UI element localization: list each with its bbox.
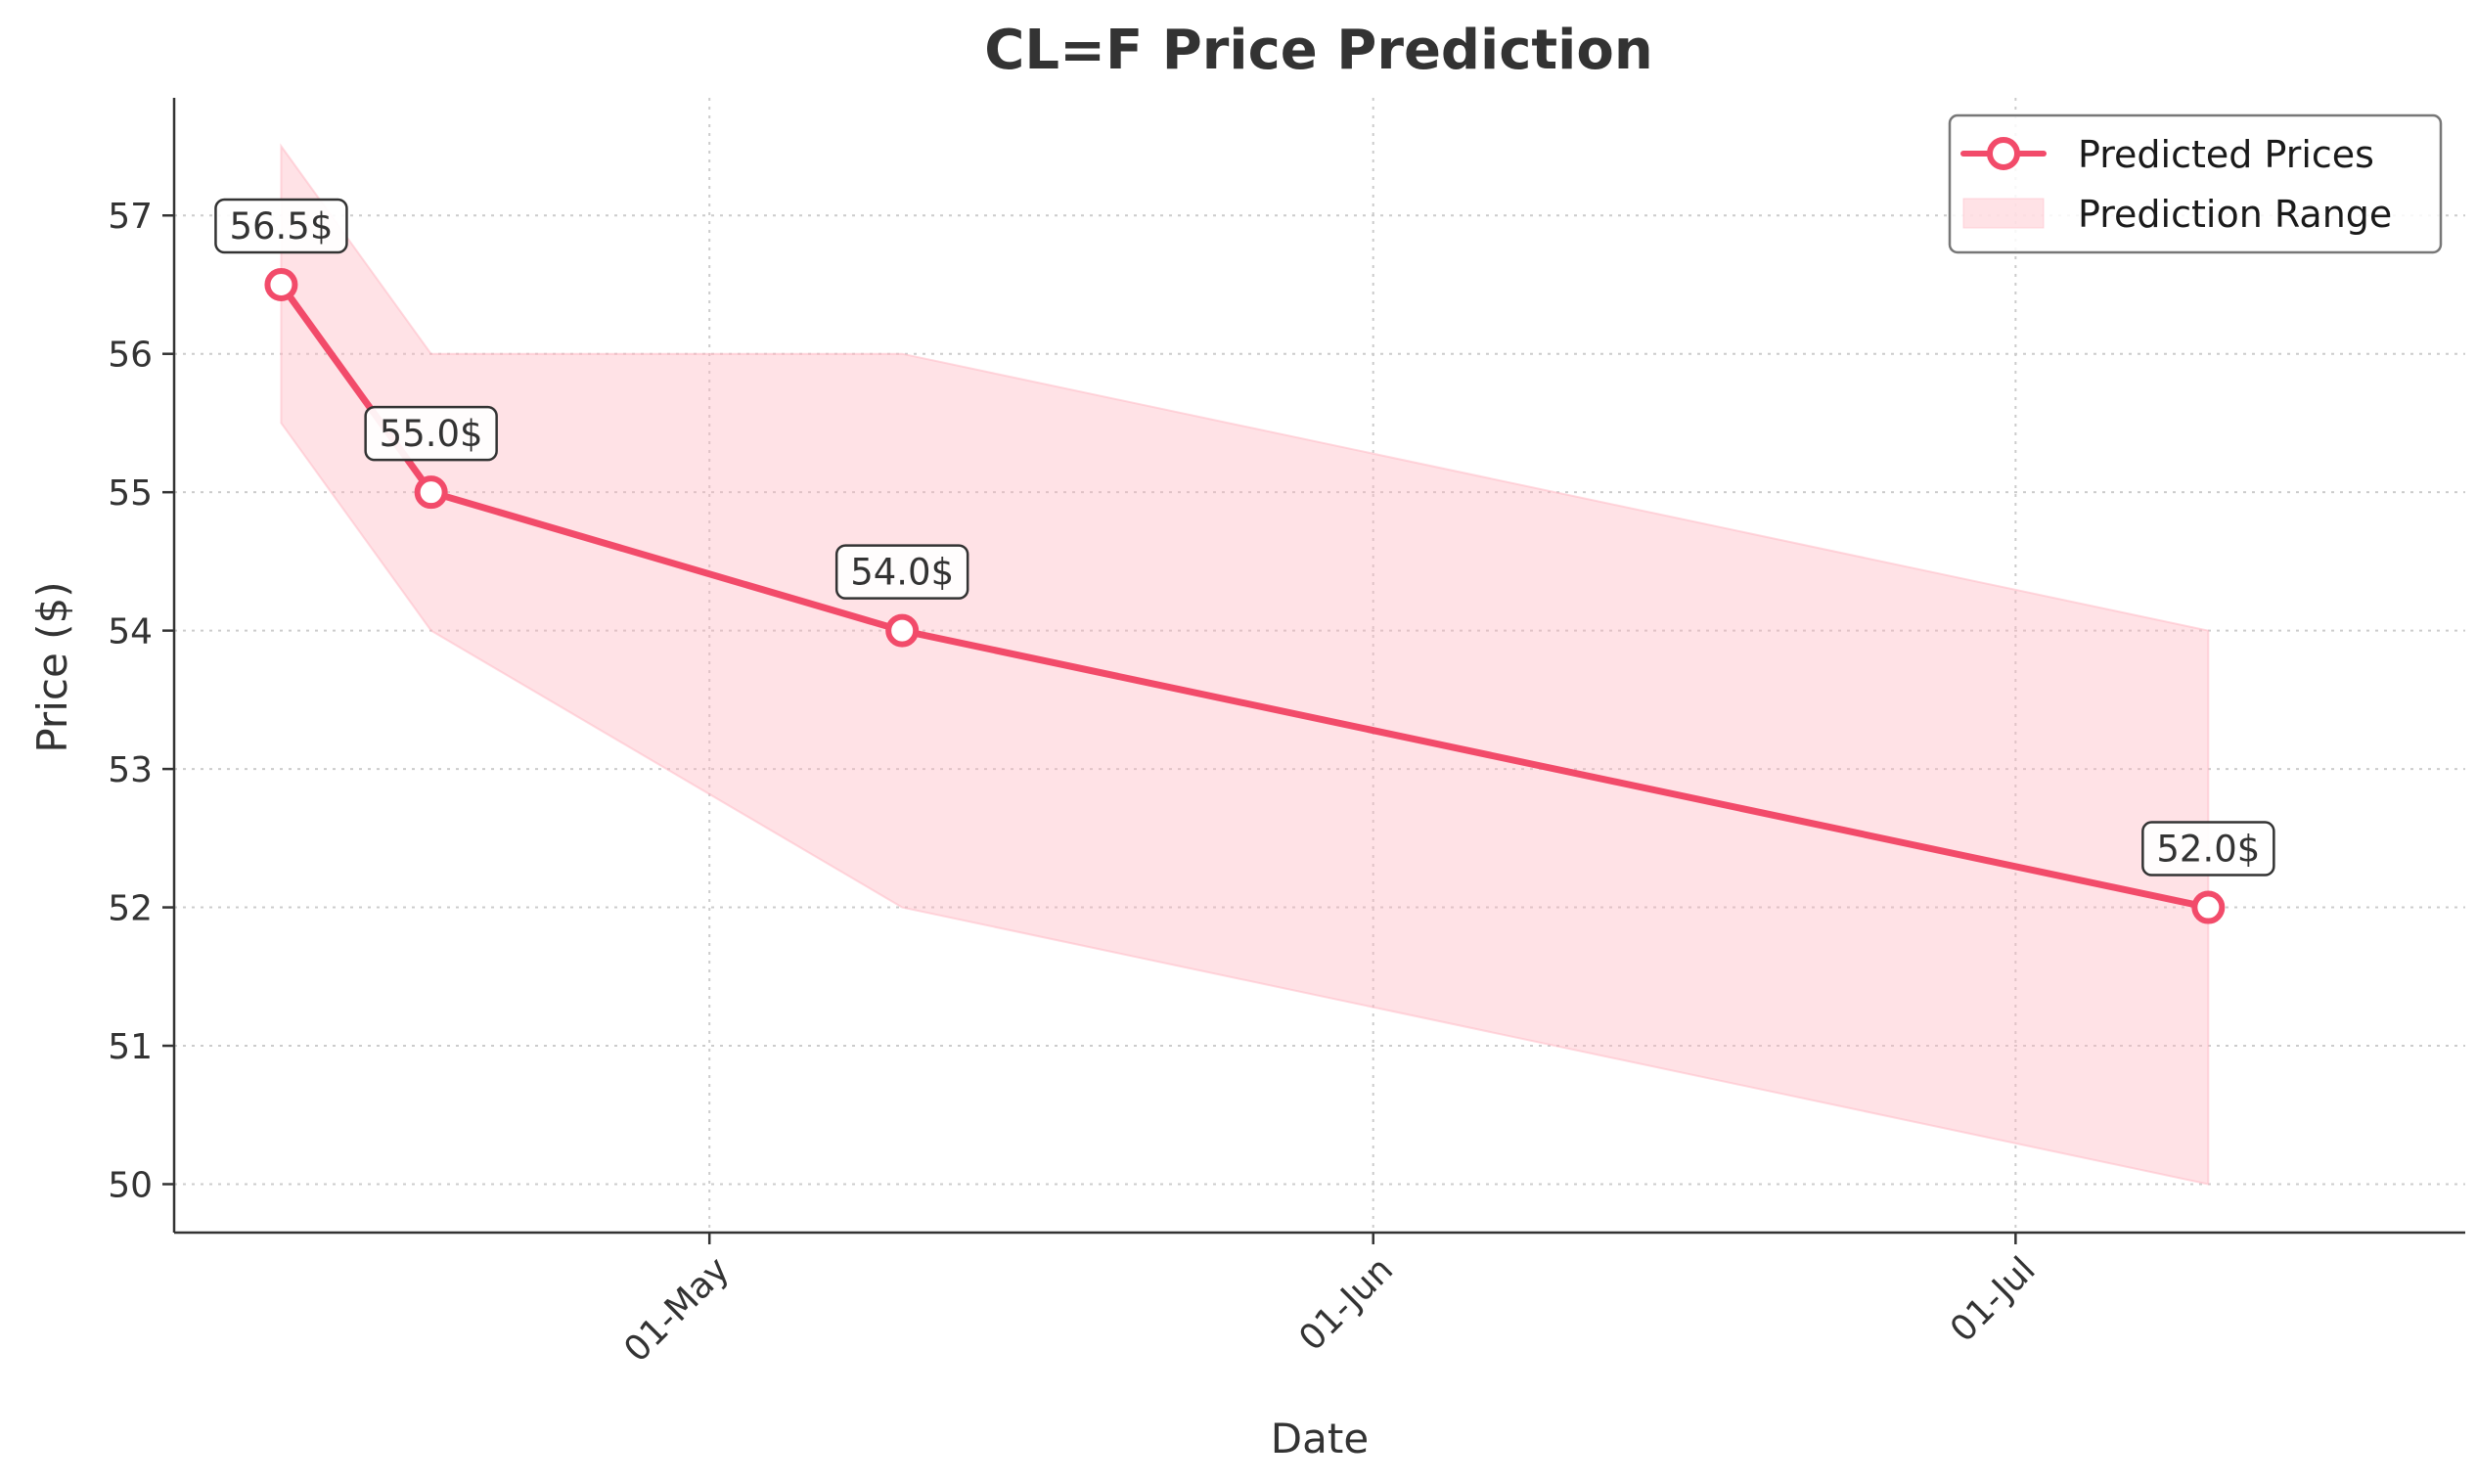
prediction-range-band [280, 143, 2210, 1186]
x-axis-label: Date [1271, 1415, 1369, 1462]
chart-title: CL=F Price Prediction [984, 19, 1652, 82]
data-annotations: 56.5$ 55.0$ 54.0$ 52.0$ [214, 198, 2275, 877]
legend-band-swatch [1962, 198, 2045, 229]
x-tick-label: 01-Jun [1291, 1249, 1401, 1359]
data-point [264, 267, 298, 301]
annotation-label: 55.0$ [380, 413, 483, 455]
annotation-label: 54.0$ [850, 552, 954, 594]
grid [174, 98, 2465, 1233]
x-tick-label: 01-Jul [1943, 1249, 2044, 1350]
y-axis-label: Price ($) [28, 581, 76, 752]
annotation-label: 56.5$ [229, 205, 333, 247]
legend-label-predicted-prices: Predicted Prices [2078, 133, 2374, 176]
y-tick-label: 56 [108, 336, 153, 376]
y-tick-label: 54 [108, 612, 153, 652]
y-tick-label: 53 [108, 750, 153, 790]
legend: Predicted Prices Prediction Range [1948, 113, 2443, 254]
annotation-box [2141, 821, 2275, 877]
legend-marker-swatch [1987, 137, 2020, 170]
y-tick-label: 50 [108, 1165, 153, 1205]
annotation-box [214, 198, 348, 254]
predicted-prices-line [278, 282, 2210, 911]
y-tick-label: 57 [108, 197, 153, 237]
data-point [885, 613, 920, 648]
legend-label-prediction-range: Prediction Range [2078, 193, 2392, 236]
annotation-box [834, 544, 969, 600]
annotation-label: 52.0$ [2156, 829, 2260, 871]
y-tick-label: 55 [108, 473, 153, 514]
y-tick-label: 52 [108, 889, 153, 929]
axes [172, 98, 2465, 1235]
annotation-box [364, 405, 498, 462]
data-point [2191, 890, 2226, 924]
data-point [414, 475, 448, 510]
y-tick-label: 51 [108, 1027, 153, 1067]
data-points [264, 267, 2226, 924]
x-tick-label: 01-May [616, 1249, 737, 1370]
legend-box [1948, 113, 2443, 254]
